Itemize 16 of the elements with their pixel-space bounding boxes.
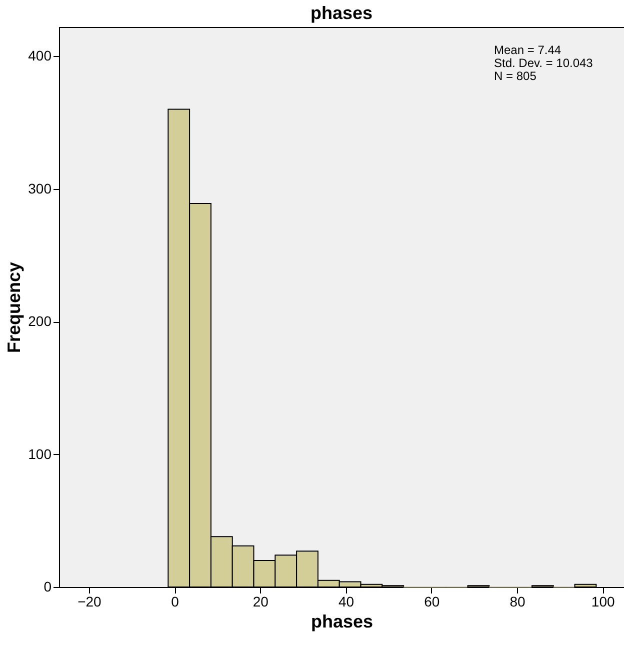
y-tick-label: 300 [28,180,52,196]
x-tick-label: 0 [171,594,180,610]
y-axis-title: Frequency [4,262,24,354]
x-tick-label: 80 [510,594,526,610]
y-tick-label: 0 [44,578,52,594]
x-tick-label: −20 [78,594,102,610]
x-tick-label: 40 [338,594,354,610]
x-tick-label: 20 [252,594,269,610]
y-tick-label: 200 [28,313,52,330]
annotation: Mean = 7.44 Std. Dev. = 10.043 N = 805 [494,43,594,83]
x-tick-label: 60 [424,594,440,610]
x-tick-label: 100 [591,594,615,610]
chart-title: phases [310,3,373,23]
y-tick-label: 400 [28,48,52,64]
y-tick-label: 100 [28,446,52,462]
x-axis-title: phases [310,612,374,632]
